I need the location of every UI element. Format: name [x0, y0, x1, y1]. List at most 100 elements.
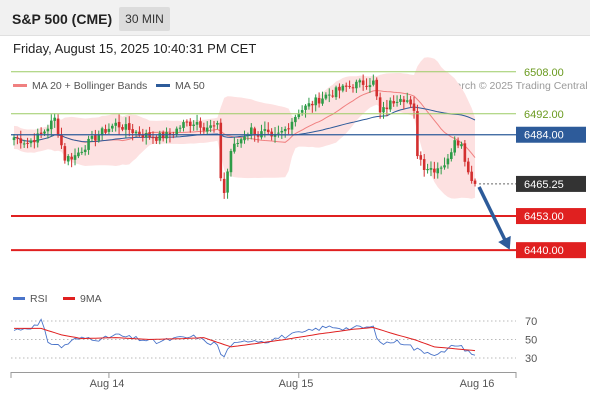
- candle-body: [436, 168, 440, 174]
- candle-body: [63, 146, 67, 161]
- candle-body: [256, 135, 260, 137]
- candle-body: [253, 128, 256, 136]
- candle-body: [297, 113, 301, 118]
- time-label-aug-14: Aug 14: [90, 378, 125, 390]
- candle-body: [239, 139, 243, 144]
- candle-body: [107, 128, 111, 132]
- candle-body: [114, 122, 117, 126]
- ma50-swatch: [156, 83, 170, 87]
- candle-body: [219, 122, 223, 179]
- projection-arrow-head: [498, 235, 511, 250]
- timeframe-button[interactable]: 30 MIN: [119, 7, 170, 31]
- candle-body: [382, 107, 385, 113]
- candle-body: [39, 132, 43, 134]
- candle-body: [94, 135, 97, 141]
- candle-body: [290, 121, 294, 130]
- candle-body: [178, 127, 182, 129]
- candle-body: [46, 128, 50, 132]
- candle-body: [168, 133, 172, 135]
- candle-body: [73, 155, 77, 160]
- candle-body: [473, 180, 477, 184]
- candle-body: [433, 168, 436, 173]
- level-6508-00-label: 6508.00: [524, 67, 564, 79]
- ma20-swatch: [13, 83, 27, 87]
- candle-body: [185, 121, 189, 123]
- candle-body: [33, 140, 36, 143]
- candle-body: [446, 158, 450, 165]
- candle-body: [365, 85, 368, 87]
- candle-body: [158, 133, 162, 141]
- candle-body: [395, 101, 399, 103]
- rsi-ma-line: [14, 326, 476, 352]
- legend-rsi: RSI: [13, 293, 48, 305]
- candle-body: [19, 138, 23, 144]
- candle-body: [334, 87, 338, 98]
- candle-body: [368, 85, 372, 88]
- candle-body: [161, 132, 165, 139]
- candle-body: [16, 137, 19, 139]
- candle-body: [263, 129, 267, 131]
- candle-body: [233, 143, 236, 152]
- candle-body: [155, 136, 158, 141]
- level-6484-00-label: 6484.00: [524, 130, 564, 142]
- candle-body: [460, 144, 463, 147]
- candle-body: [134, 131, 138, 134]
- candle-body: [49, 120, 53, 130]
- candle-body: [70, 156, 73, 160]
- candle-body: [205, 127, 209, 132]
- candle-body: [385, 107, 389, 110]
- instrument-title: S&P 500 (CME): [12, 11, 113, 27]
- candle-body: [399, 98, 402, 102]
- candle-body: [324, 94, 328, 99]
- chart-header: S&P 500 (CME) 30 MIN: [0, 0, 590, 36]
- level-6440-00-label: 6440.00: [524, 245, 564, 257]
- candle-body: [378, 97, 382, 113]
- candle-body: [375, 79, 379, 97]
- candle-body: [138, 131, 141, 135]
- candle-body: [443, 165, 446, 168]
- level-6440-00-tag: [516, 242, 586, 259]
- candle-body: [216, 123, 219, 125]
- candle-body: [104, 129, 107, 133]
- candle-body: [409, 99, 412, 105]
- candle-body: [29, 140, 33, 144]
- legend-ma20: MA 20 + Bollinger Bands: [13, 80, 147, 92]
- candle-body: [392, 101, 395, 104]
- candle-body: [83, 149, 87, 153]
- candle-body: [111, 125, 114, 129]
- level-6492-00-label: 6492.00: [524, 109, 564, 121]
- candle-body: [80, 151, 84, 153]
- candle-body: [226, 171, 229, 193]
- candle-body: [419, 155, 423, 160]
- candle-body: [141, 134, 145, 138]
- rsi-tick-30: 30: [525, 353, 537, 365]
- candle-body: [90, 136, 94, 139]
- legend-rsi-ma-label: 9MA: [80, 293, 102, 305]
- legend-rsi-label: RSI: [30, 293, 48, 305]
- candle-body: [311, 103, 314, 106]
- candle-body: [131, 129, 134, 134]
- candle-body: [450, 152, 453, 160]
- projection-arrow-shaft: [477, 186, 510, 247]
- candle-body: [175, 128, 179, 135]
- candle-body: [36, 133, 40, 143]
- candle-body: [338, 86, 341, 91]
- candle-body: [439, 167, 443, 169]
- candle-body: [250, 127, 253, 135]
- candle-body: [243, 136, 246, 141]
- candle-body: [43, 131, 46, 134]
- candle-body: [280, 130, 284, 133]
- candle-body: [236, 143, 240, 145]
- candle-body: [77, 152, 80, 157]
- candle-body: [327, 94, 331, 96]
- candle-body: [53, 117, 56, 121]
- candle-body: [202, 127, 206, 131]
- level-6453-00-tag: [516, 208, 586, 225]
- candle-body: [12, 137, 16, 141]
- candle-body: [124, 124, 128, 130]
- candle-body: [470, 171, 473, 181]
- candle-body: [355, 81, 358, 89]
- candle-body: [351, 87, 355, 89]
- legend-ma50: MA 50: [156, 80, 205, 92]
